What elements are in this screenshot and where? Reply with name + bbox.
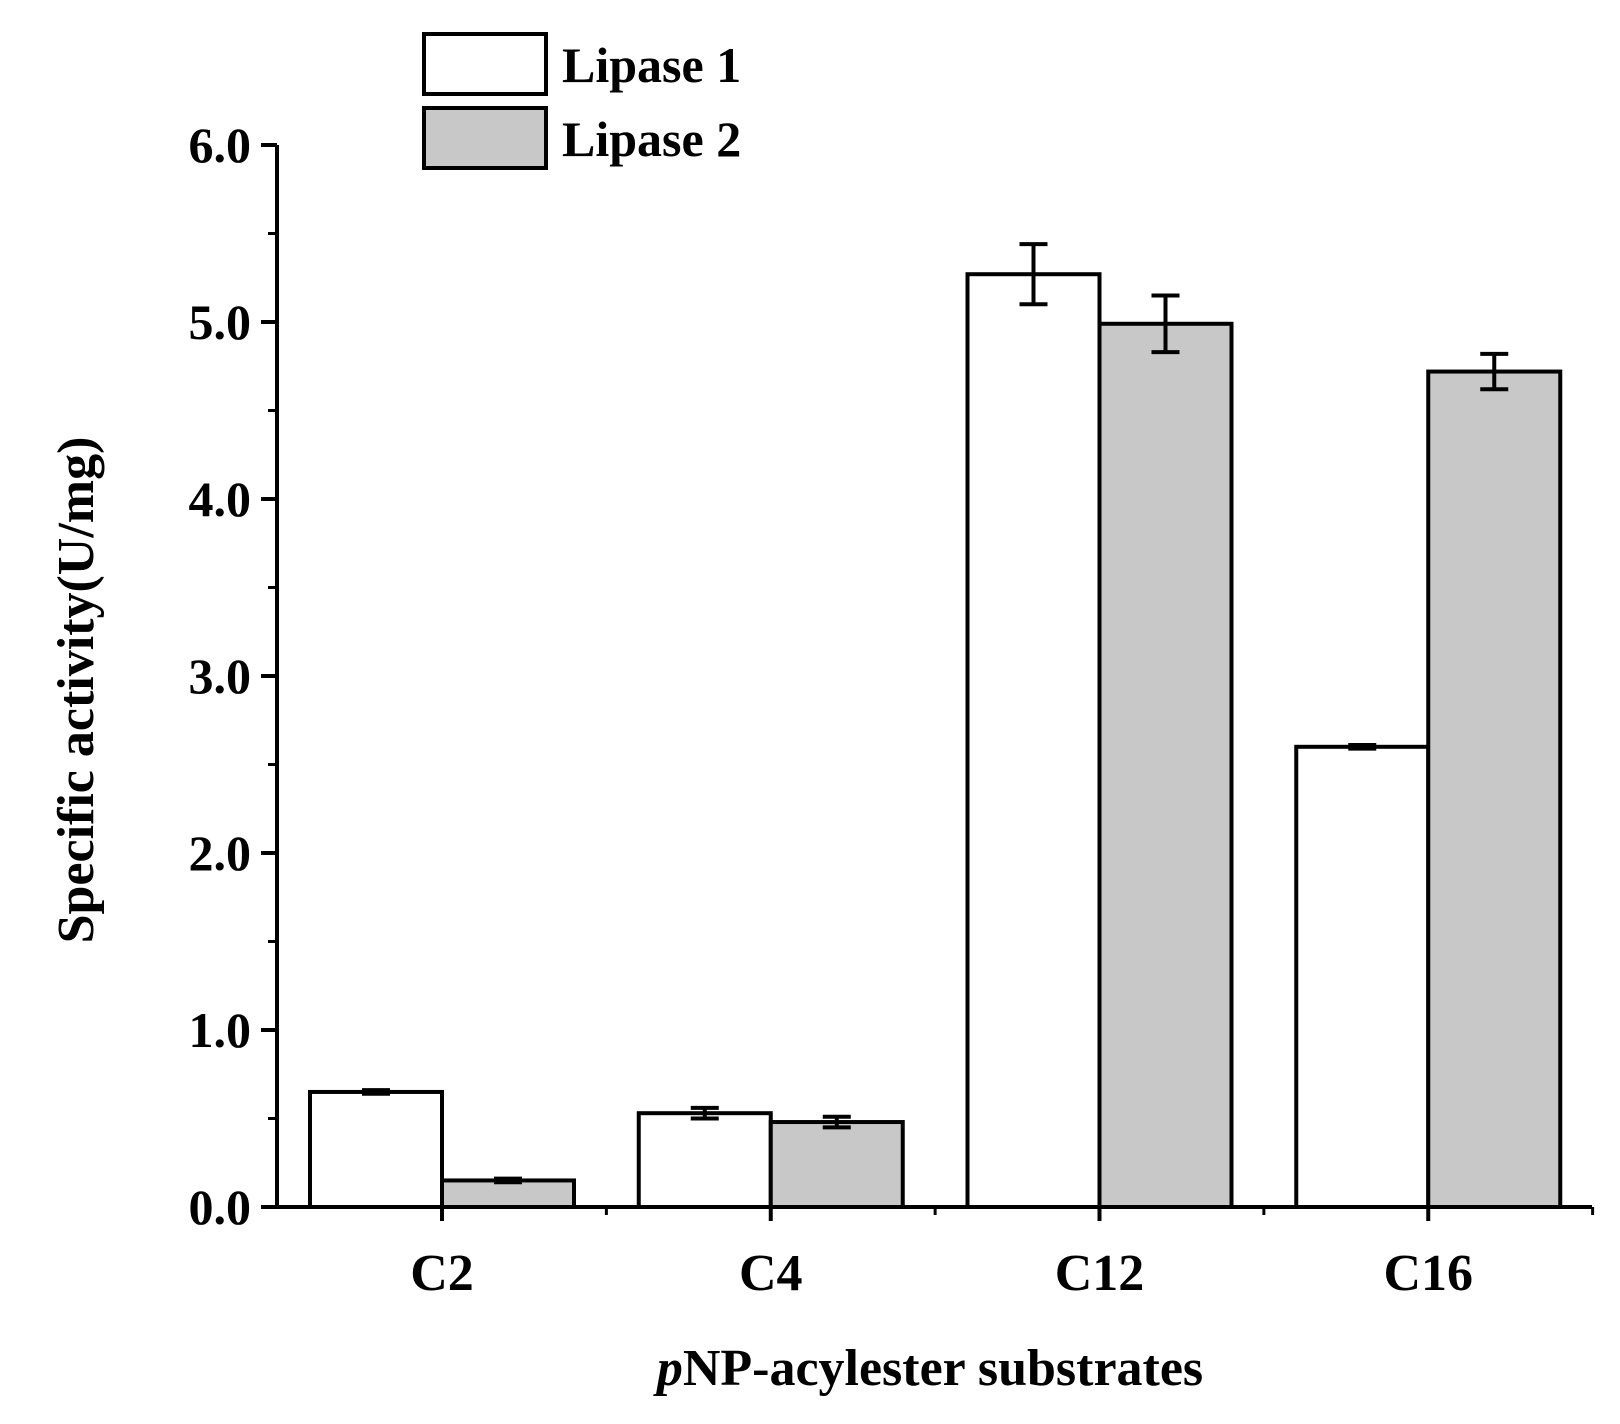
- x-axis-title: pNP-acylester substrates: [653, 1340, 1203, 1397]
- y-axis-title: Specific activity(U/mg): [48, 437, 105, 944]
- x-axis-title-rest: NP-acylester substrates: [683, 1340, 1203, 1397]
- x-axis-title-italic: p: [653, 1340, 683, 1397]
- y-tick-label: 2.0: [189, 825, 252, 881]
- error-bars-layer: [362, 242, 1509, 1185]
- y-tick-label: 6.0: [189, 117, 252, 173]
- legend-label-lipase-1: Lipase 1: [562, 37, 741, 93]
- x-tick-label-c16: C16: [1383, 1245, 1473, 1302]
- y-tick-label: 0.0: [189, 1179, 252, 1235]
- y-tick-label: 5.0: [189, 294, 252, 350]
- legend-swatch-lipase-1: [422, 32, 548, 96]
- bar-lipase-2-c12: [1097, 321, 1234, 1209]
- bar-lipase-2-c2: [440, 1178, 576, 1209]
- bar-lipase-1-c16: [1294, 744, 1431, 1209]
- legend-label-lipase-2: Lipase 2: [562, 111, 741, 167]
- y-tick-label: 3.0: [189, 648, 252, 704]
- bar-lipase-1-c2: [308, 1089, 444, 1209]
- bar-lipase-1-c4: [636, 1111, 773, 1209]
- x-tick-label-c2: C2: [410, 1245, 474, 1302]
- bar-lipase-1-c12: [965, 272, 1102, 1209]
- y-tick-label: 4.0: [189, 471, 252, 527]
- axes-layer: 0.0 1.0 2.0 3.0 4.0 5.0 6.0 C2 C4 C12 C16: [189, 117, 1595, 1302]
- bar-lipase-2-c4: [768, 1120, 905, 1210]
- x-tick-label-c12: C12: [1055, 1245, 1145, 1302]
- y-tick-label: 1.0: [189, 1002, 252, 1058]
- bars-layer: [308, 272, 1563, 1210]
- x-tick-label-c4: C4: [739, 1245, 803, 1302]
- legend-swatch-lipase-2: [422, 106, 548, 170]
- bar-lipase-2-c16: [1426, 369, 1563, 1209]
- legend: Lipase 1 Lipase 2: [422, 32, 741, 170]
